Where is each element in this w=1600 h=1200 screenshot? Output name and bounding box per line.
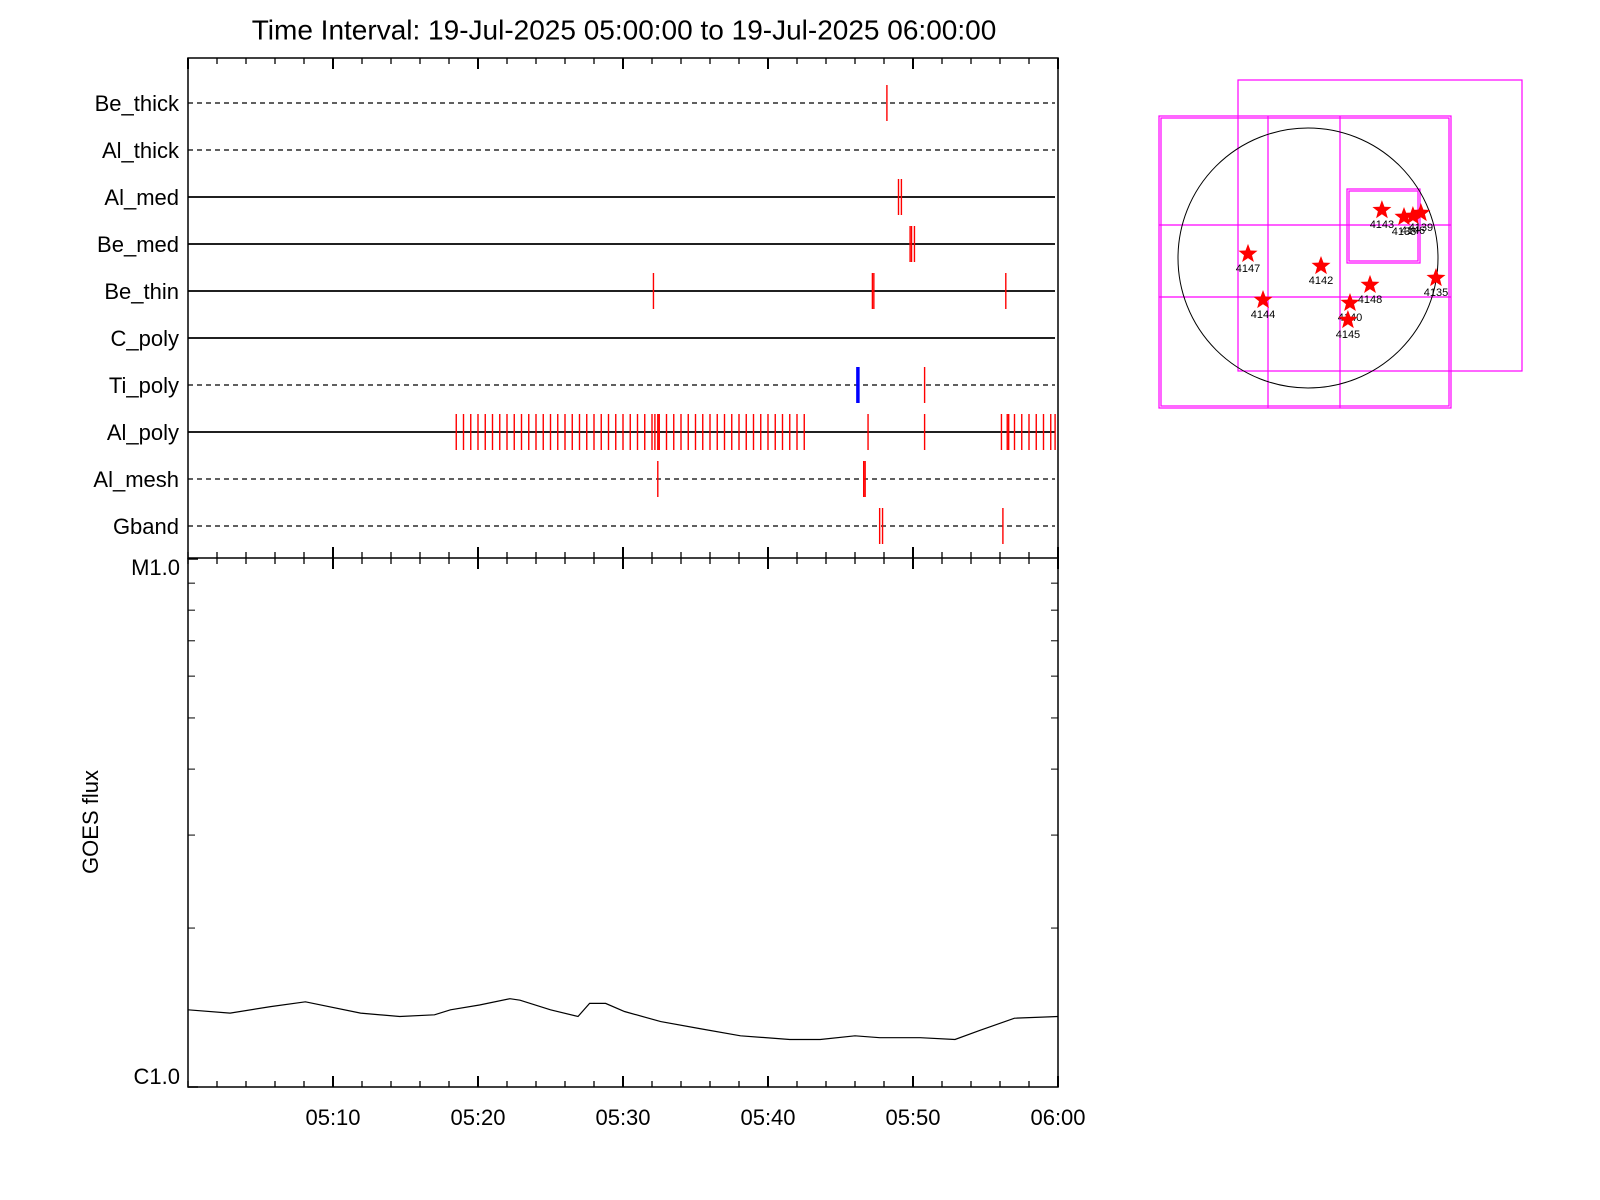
row-label: Gband [113, 514, 179, 539]
row-label: Al_poly [107, 420, 179, 445]
region-label: 4146 [1401, 225, 1425, 237]
x-tick-label: 05:10 [305, 1105, 360, 1130]
row-label: Ti_poly [109, 373, 179, 398]
fov-box [1158, 115, 1452, 409]
region-star [1360, 274, 1380, 293]
solar-disk [1177, 127, 1439, 389]
region-label: 4147 [1236, 263, 1260, 275]
region-star [1426, 268, 1446, 287]
region-label: 4135 [1424, 287, 1448, 299]
x-tick-label: 05:40 [740, 1105, 795, 1130]
region-star [1238, 243, 1258, 262]
region-label: 4142 [1309, 275, 1333, 287]
x-tick-label: 05:30 [595, 1105, 650, 1130]
row-label: Be_thin [104, 279, 179, 304]
region-star [1372, 200, 1392, 219]
y-tick-label: C1.0 [134, 1064, 180, 1089]
region-label: 4148 [1358, 294, 1382, 306]
flux-line [187, 998, 1059, 1041]
region-label: 4143 [1370, 219, 1394, 231]
row-label: Al_thick [102, 138, 180, 163]
region-label: 4138 [1392, 226, 1416, 238]
region-star [1253, 290, 1273, 309]
region-star [1311, 256, 1331, 275]
row-label: Be_thick [95, 91, 180, 116]
row-label: Be_med [97, 232, 179, 257]
fov-boxes [1158, 79, 1523, 409]
fov-box [1348, 190, 1419, 262]
x-tick-label: 05:20 [450, 1105, 505, 1130]
row-label: Al_mesh [93, 467, 179, 492]
region-label: 4144 [1251, 309, 1275, 321]
region-star [1411, 203, 1431, 222]
bottom-frame [187, 558, 1059, 1088]
y-axis-label: GOES flux [78, 770, 103, 874]
x-tick-label: 05:50 [885, 1105, 940, 1130]
chart-title: Time Interval: 19-Jul-2025 05:00:00 to 1… [252, 14, 997, 45]
y-tick-label: M1.0 [131, 555, 180, 580]
region-label: 4145 [1336, 329, 1360, 341]
region-star [1403, 206, 1423, 225]
region-star [1394, 207, 1414, 226]
region-star [1340, 293, 1360, 311]
x-tick-label: 06:00 [1030, 1105, 1085, 1130]
region-label: 4139 [1409, 222, 1433, 234]
row-label: C_poly [111, 326, 179, 351]
row-label: Al_med [104, 185, 179, 210]
fov-box [1346, 188, 1421, 264]
region-star [1338, 310, 1358, 329]
fov-box [1160, 117, 1450, 407]
